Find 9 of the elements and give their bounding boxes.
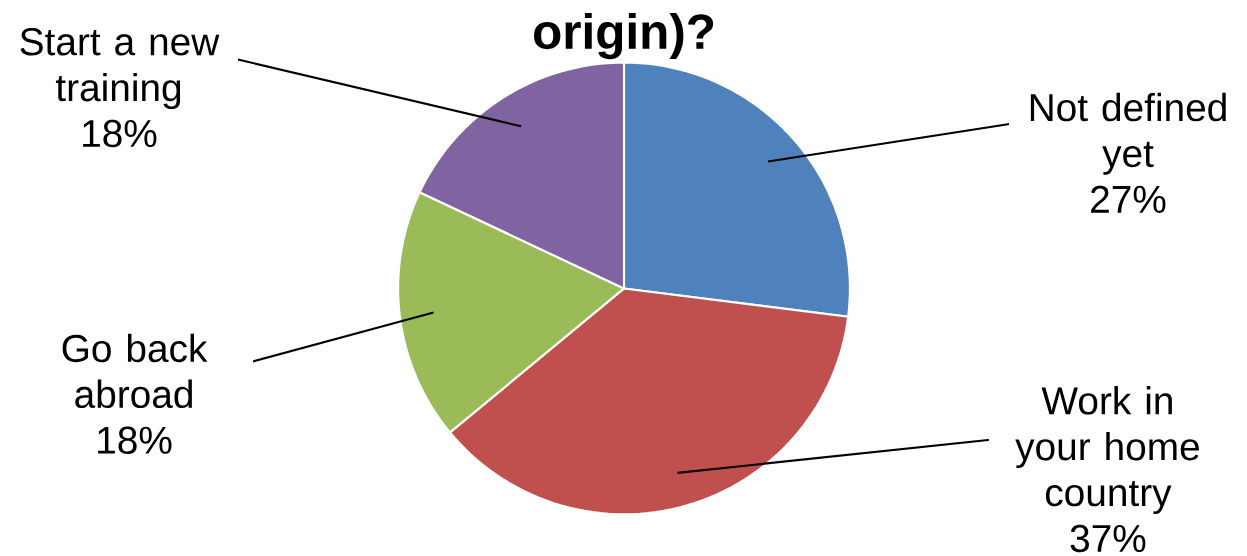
data-label: 18% xyxy=(98,426,172,455)
slice-label: Work in your home country xyxy=(1015,386,1199,515)
data-label: 27% xyxy=(1091,185,1166,214)
data-label: 18% xyxy=(83,119,157,148)
data-label: 37% xyxy=(1070,524,1146,553)
slice-label: Start a new training xyxy=(20,28,220,110)
slice-label: Go back abroad xyxy=(62,333,208,409)
slice-label: Not defined yet xyxy=(1030,92,1226,175)
chart-title: origin)? xyxy=(534,13,714,60)
